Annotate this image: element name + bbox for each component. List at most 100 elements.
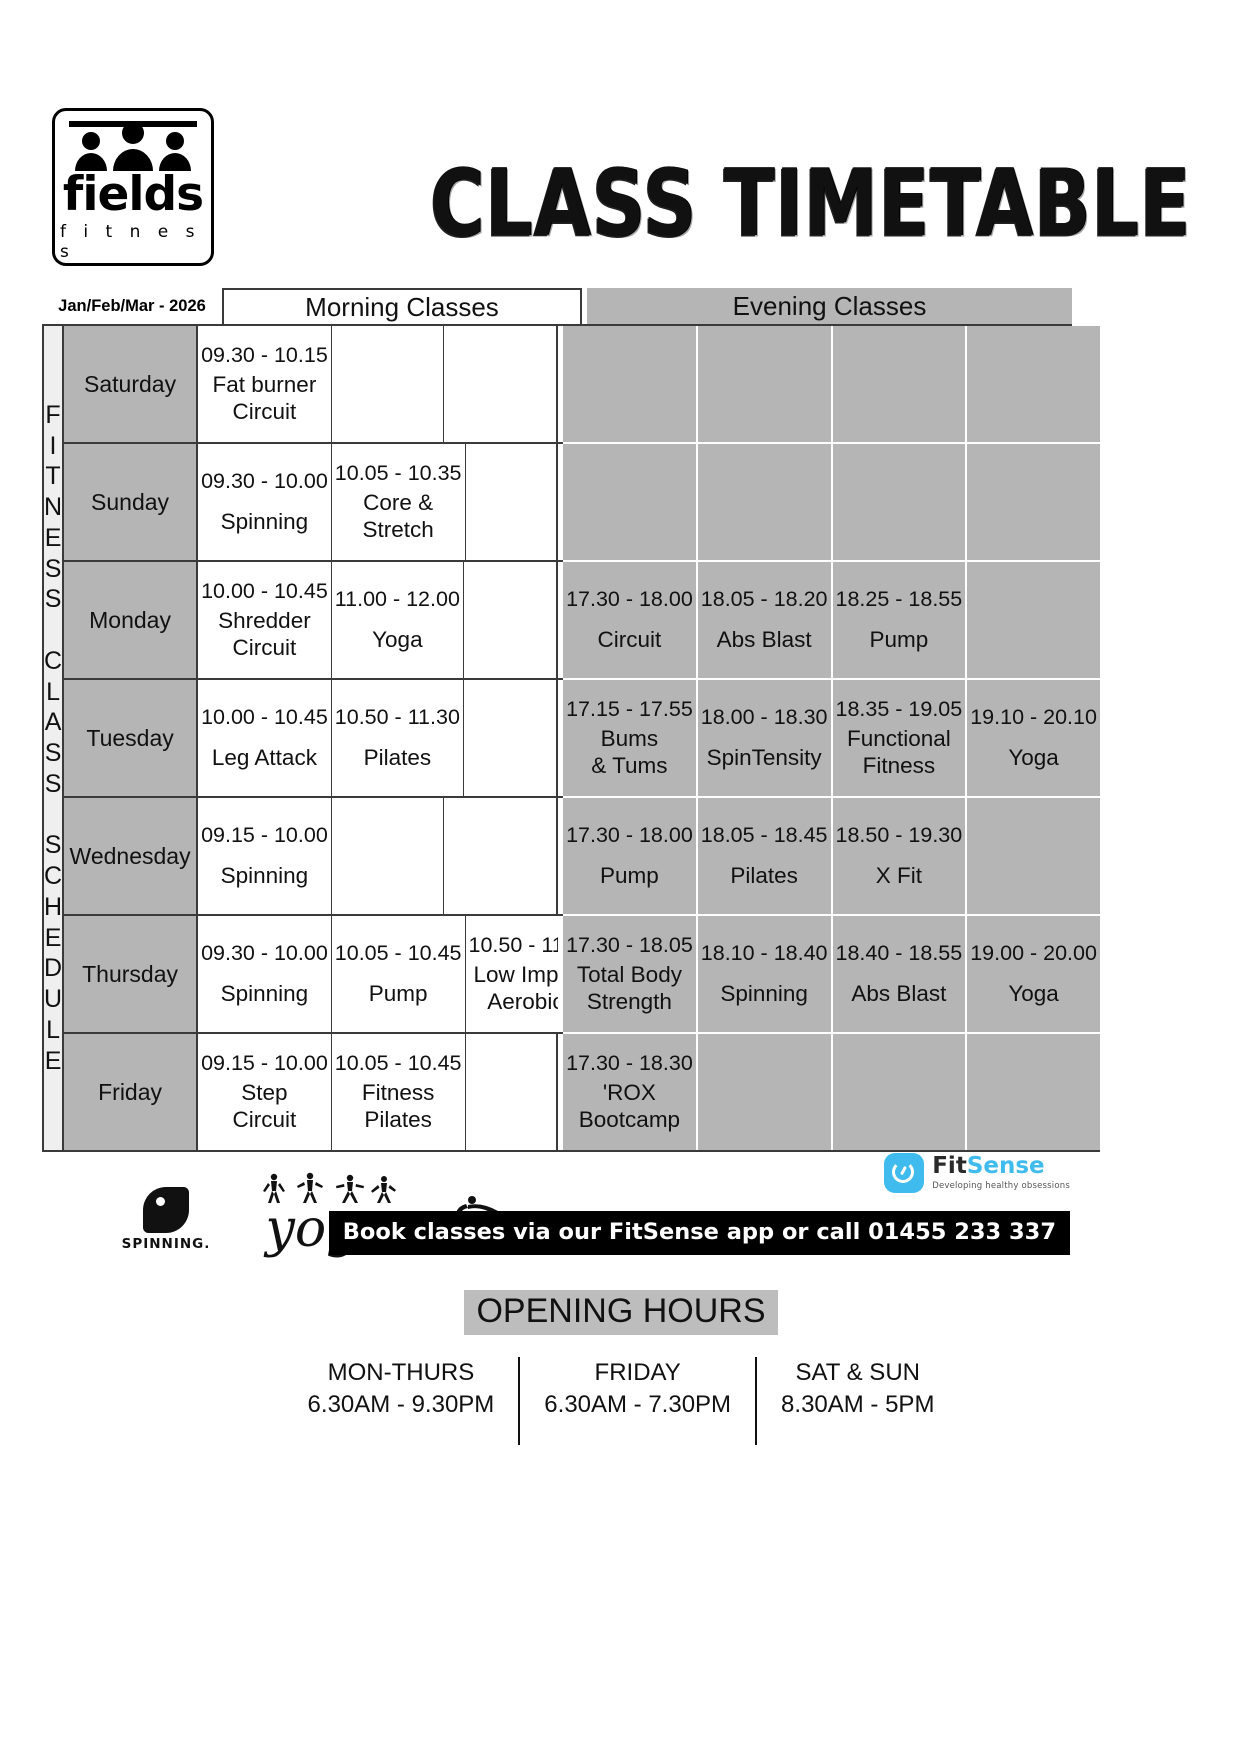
morning-class-cell[interactable]: 10.00 - 10.45 Shredder Circuit <box>198 562 332 678</box>
class-name: X Fit <box>875 862 922 888</box>
timetable-rows: Saturday 09.30 - 10.15 Fat burner Circuit Su… <box>64 326 1100 1152</box>
class-name: Pump <box>869 626 929 652</box>
class-time: 10.05 - 10.45 <box>334 1050 462 1075</box>
morning-classes-header: Morning Classes <box>222 288 582 324</box>
morning-class-cell[interactable]: 10.50 - 11.30 Pilates <box>331 680 464 796</box>
class-name: Fat burner Circuit <box>212 372 317 424</box>
morning-cells: 09.15 - 10.00 Spinning <box>198 798 559 914</box>
empty-cell <box>463 680 557 796</box>
morning-class-cell[interactable]: 11.00 - 12.00 Yoga <box>331 562 464 678</box>
morning-class-cell[interactable]: 10.05 - 10.35 Core & Stretch <box>331 444 466 560</box>
section-gap <box>558 562 564 678</box>
fitsense-logo: FitSense Developing healthy obsessions <box>884 1153 1070 1193</box>
timetable-row: Monday 10.00 - 10.45 Shredder Circuit 11.00 … <box>64 562 1100 680</box>
class-name: Leg Attack <box>211 744 317 770</box>
morning-class-cell[interactable]: 10.00 - 10.45 Leg Attack <box>198 680 332 796</box>
class-name: SpinTensity <box>706 744 822 770</box>
fitsense-tagline: Developing healthy obsessions <box>932 1181 1070 1191</box>
class-time: 18.05 - 18.45 <box>700 822 828 847</box>
empty-cell <box>967 444 1100 560</box>
class-name: Functional Fitness <box>846 726 951 778</box>
class-time: 10.05 - 10.45 <box>334 940 462 965</box>
class-time: 18.00 - 18.30 <box>700 704 828 729</box>
class-name: Abs Blast <box>851 980 947 1006</box>
empty-cell <box>967 562 1100 678</box>
empty-cell <box>444 798 557 914</box>
morning-class-cell[interactable]: 09.15 - 10.00 Step Circuit <box>198 1034 332 1150</box>
fitsense-stopwatch-icon <box>884 1153 925 1193</box>
timetable-section-headers: Jan/Feb/Mar - 2026 Morning Classes Eveni… <box>42 288 1072 324</box>
empty-cell <box>563 444 698 560</box>
section-gap <box>558 444 564 560</box>
evening-class-cell[interactable]: 18.05 - 18.45 Pilates <box>697 798 833 914</box>
evening-cells: 17.30 - 18.00 Pump 18.05 - 18.45 Pilates 18.… <box>563 798 1100 916</box>
evening-class-cell[interactable]: 18.50 - 19.30 X Fit <box>832 798 968 914</box>
class-name: 'ROX Bootcamp <box>578 1080 681 1132</box>
class-name: Yoga <box>1008 980 1059 1006</box>
empty-cell <box>331 326 445 442</box>
class-time: 18.50 - 19.30 <box>835 822 963 847</box>
class-time: 10.00 - 10.45 <box>201 704 328 729</box>
evening-class-cell[interactable]: 17.30 - 18.00 Pump <box>563 798 698 914</box>
empty-cell <box>832 444 968 560</box>
section-gap <box>558 798 564 914</box>
morning-cells: 09.30 - 10.00 Spinning 10.05 - 10.35 Core &… <box>198 444 559 560</box>
evening-class-cell[interactable]: 17.30 - 18.05 Total Body Strength <box>563 916 698 1032</box>
section-gap <box>558 916 564 1032</box>
empty-cell <box>967 326 1100 442</box>
logo-wordmark: fields <box>62 167 204 222</box>
evening-class-cell[interactable]: 18.35 - 19.05 Functional Fitness <box>832 680 968 796</box>
evening-class-cell[interactable]: 17.30 - 18.00 Circuit <box>563 562 698 678</box>
day-label-sunday: Sunday <box>64 444 199 560</box>
evening-cells: 17.15 - 17.55 Bums & Tums 18.00 - 18.30 Spin… <box>563 680 1100 798</box>
evening-classes-header: Evening Classes <box>587 288 1072 324</box>
morning-class-cell[interactable]: 09.15 - 10.00 Spinning <box>198 798 332 914</box>
evening-class-cell[interactable]: 18.10 - 18.40 Spinning <box>697 916 833 1032</box>
evening-class-cell[interactable]: 18.00 - 18.30 SpinTensity <box>697 680 833 796</box>
morning-class-cell[interactable]: 10.05 - 10.45 Fitness Pilates <box>331 1034 466 1150</box>
morning-class-cell[interactable]: 10.05 - 10.45 Pump <box>331 916 466 1032</box>
evening-class-cell[interactable]: 19.00 - 20.00 Yoga <box>967 916 1100 1032</box>
empty-cell <box>331 798 445 914</box>
class-time: 18.35 - 19.05 <box>835 696 963 721</box>
class-time: 19.00 - 20.00 <box>970 940 1097 965</box>
day-label-wednesday: Wednesday <box>64 798 199 914</box>
class-name: Pump <box>368 980 428 1006</box>
class-time: 10.50 - 11.30 <box>334 704 460 729</box>
class-time: 18.25 - 18.55 <box>835 586 963 611</box>
section-gap <box>558 326 564 442</box>
class-name: Spinning <box>220 862 309 888</box>
timetable-row: Wednesday 09.15 - 10.00 Spinning 17.30 - 18… <box>64 798 1100 916</box>
class-name: Step Circuit <box>232 1080 297 1132</box>
footer: SPINNING. yoga <box>0 1145 1242 1275</box>
evening-class-cell[interactable]: 17.30 - 18.30 'ROX Bootcamp <box>563 1034 698 1150</box>
empty-cell <box>697 326 833 442</box>
opening-hours-columns: MON-THURS 6.30AM - 9.30PM FRIDAY 6.30AM - 7… <box>0 1357 1242 1445</box>
day-label-monday: Monday <box>64 562 199 678</box>
evening-class-cell[interactable]: 17.15 - 17.55 Bums & Tums <box>563 680 698 796</box>
day-label-friday: Friday <box>64 1034 199 1150</box>
opening-hours-times: 6.30AM - 7.30PM <box>544 1391 732 1419</box>
spinning-label: SPINNING. <box>121 1236 211 1252</box>
class-time: 19.10 - 20.10 <box>970 704 1097 729</box>
empty-cell <box>444 326 557 442</box>
evening-class-cell[interactable]: 18.05 - 18.20 Abs Blast <box>697 562 833 678</box>
morning-cells: 10.00 - 10.45 Leg Attack 10.50 - 11.30 Pila… <box>198 680 559 796</box>
booking-callout: Book classes via our FitSense app or cal… <box>328 1211 1070 1255</box>
class-name: Total Body Strength <box>576 962 682 1014</box>
class-name: Spinning <box>220 980 309 1006</box>
morning-class-cell[interactable]: 09.30 - 10.00 Spinning <box>198 916 332 1032</box>
class-name: Spinning <box>220 508 309 534</box>
day-label-thursday: Thursday <box>64 916 199 1032</box>
evening-cells: 17.30 - 18.30 'ROX Bootcamp <box>563 1034 1100 1150</box>
evening-class-cell[interactable]: 19.10 - 20.10 Yoga <box>967 680 1100 796</box>
timetable-row: Saturday 09.30 - 10.15 Fat burner Circuit <box>64 326 1100 444</box>
morning-class-cell[interactable]: 09.30 - 10.15 Fat burner Circuit <box>198 326 332 442</box>
evening-class-cell[interactable]: 18.40 - 18.55 Abs Blast <box>832 916 968 1032</box>
class-time: 11.00 - 12.00 <box>334 586 460 611</box>
morning-cells: 09.15 - 10.00 Step Circuit 10.05 - 10.45 Fit… <box>198 1034 559 1150</box>
evening-class-cell[interactable]: 18.25 - 18.55 Pump <box>832 562 968 678</box>
class-time: 17.30 - 18.05 <box>566 932 693 957</box>
morning-class-cell[interactable]: 09.30 - 10.00 Spinning <box>198 444 332 560</box>
